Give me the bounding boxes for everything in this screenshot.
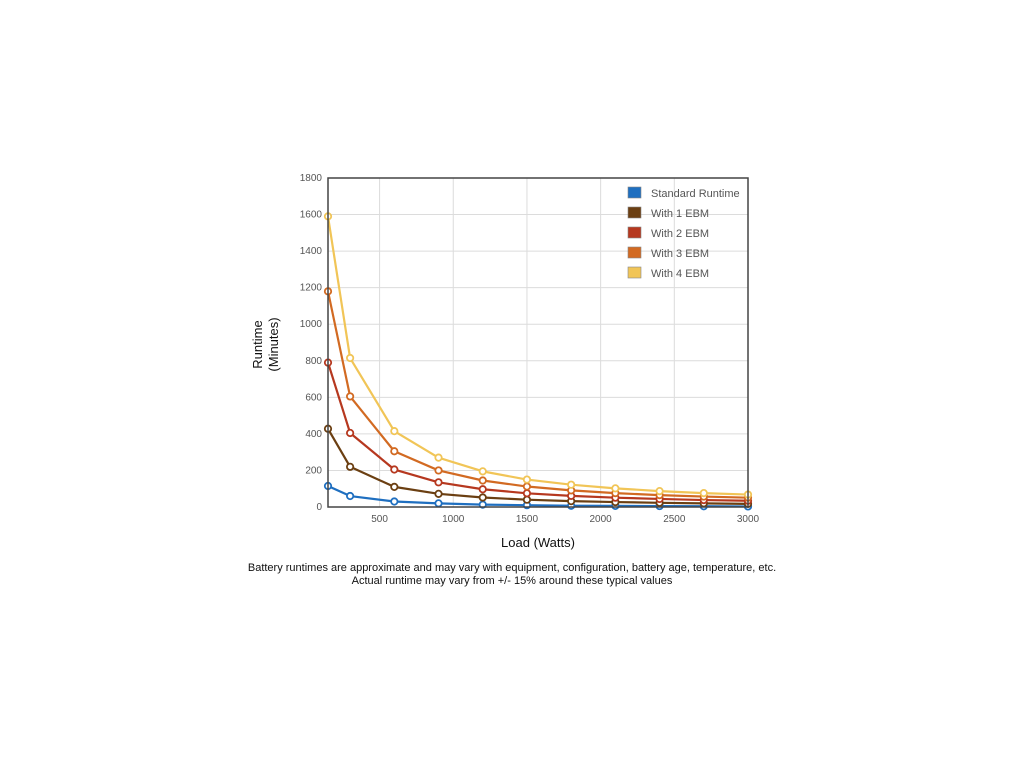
data-point[interactable] (346, 353, 355, 363)
y-axis-title-line-2: (Minutes) (266, 317, 281, 371)
data-point[interactable] (390, 482, 399, 491)
data-point[interactable] (390, 465, 399, 474)
y-tick-label: 200 (305, 465, 322, 476)
data-point[interactable] (346, 428, 355, 438)
legend-swatch (627, 186, 642, 199)
tick-labels: 0 200 400 600 800 1000 1200 1400 1600 1800 500 1000… (300, 173, 760, 525)
data-point[interactable] (434, 489, 443, 498)
y-tick-label: 1600 (300, 210, 323, 221)
runtime-chart: 0 200 400 600 800 1000 1200 1400 1600 1800 500 1000… (250, 173, 760, 550)
legend-label: Standard Runtime (651, 188, 740, 200)
data-point[interactable] (434, 499, 443, 508)
legend-label: With 3 EBM (651, 248, 709, 260)
data-point[interactable] (434, 453, 443, 462)
y-tick-label: 600 (305, 392, 322, 403)
x-tick-label: 1000 (442, 514, 465, 525)
legend: Standard Runtime With 1 EBM With 2 EBM With… (627, 186, 740, 280)
footnote-line-1: Battery runtimes are approximate and may… (247, 562, 777, 574)
y-tick-label: 400 (305, 429, 322, 440)
data-point[interactable] (478, 493, 487, 502)
data-point[interactable] (346, 392, 355, 401)
y-tick-label: 1000 (300, 319, 323, 330)
x-tick-label: 500 (371, 514, 388, 525)
legend-label: With 1 EBM (651, 208, 709, 220)
x-axis-title: Load (Watts) (501, 535, 575, 550)
footnote-line-2: Actual runtime may vary from +/- 15% aro… (351, 575, 673, 587)
legend-swatch (627, 226, 642, 239)
footnote: Battery runtimes are approximate and may… (0, 562, 1024, 588)
data-point[interactable] (434, 478, 443, 487)
data-point[interactable] (478, 485, 487, 494)
y-tick-label: 1200 (300, 283, 323, 294)
data-point[interactable] (522, 489, 532, 498)
data-point[interactable] (390, 497, 399, 506)
x-tick-label: 2500 (663, 514, 686, 525)
data-point[interactable] (522, 495, 532, 504)
x-tick-label: 2000 (590, 514, 613, 525)
data-point[interactable] (346, 491, 355, 501)
legend-swatch (627, 246, 642, 259)
y-tick-label: 1400 (300, 246, 323, 257)
data-point[interactable] (611, 484, 620, 493)
legend-label: With 4 EBM (651, 268, 709, 280)
y-tick-label: 0 (316, 502, 322, 513)
legend-swatch (627, 206, 642, 219)
data-point[interactable] (390, 447, 399, 456)
legend-label: With 2 EBM (651, 228, 709, 240)
data-point[interactable] (567, 480, 576, 489)
data-point[interactable] (478, 467, 487, 476)
y-axis-title-line-1: Runtime (250, 320, 265, 368)
y-tick-label: 1800 (300, 173, 323, 184)
data-point[interactable] (522, 482, 532, 491)
data-point[interactable] (390, 427, 399, 436)
data-point[interactable] (478, 476, 487, 485)
grid-layer (328, 177, 749, 508)
data-point[interactable] (699, 489, 708, 498)
data-point[interactable] (434, 466, 443, 475)
legend-swatch (627, 266, 642, 279)
x-tick-label: 3000 (737, 514, 760, 525)
data-point[interactable] (655, 486, 664, 496)
data-point[interactable] (346, 462, 355, 471)
y-axis-title: Runtime (Minutes) (250, 317, 281, 371)
plot-border (327, 177, 749, 508)
x-tick-label: 1500 (516, 514, 539, 525)
data-point[interactable] (522, 475, 532, 484)
series-layer (323, 212, 753, 511)
y-tick-label: 800 (305, 356, 322, 367)
